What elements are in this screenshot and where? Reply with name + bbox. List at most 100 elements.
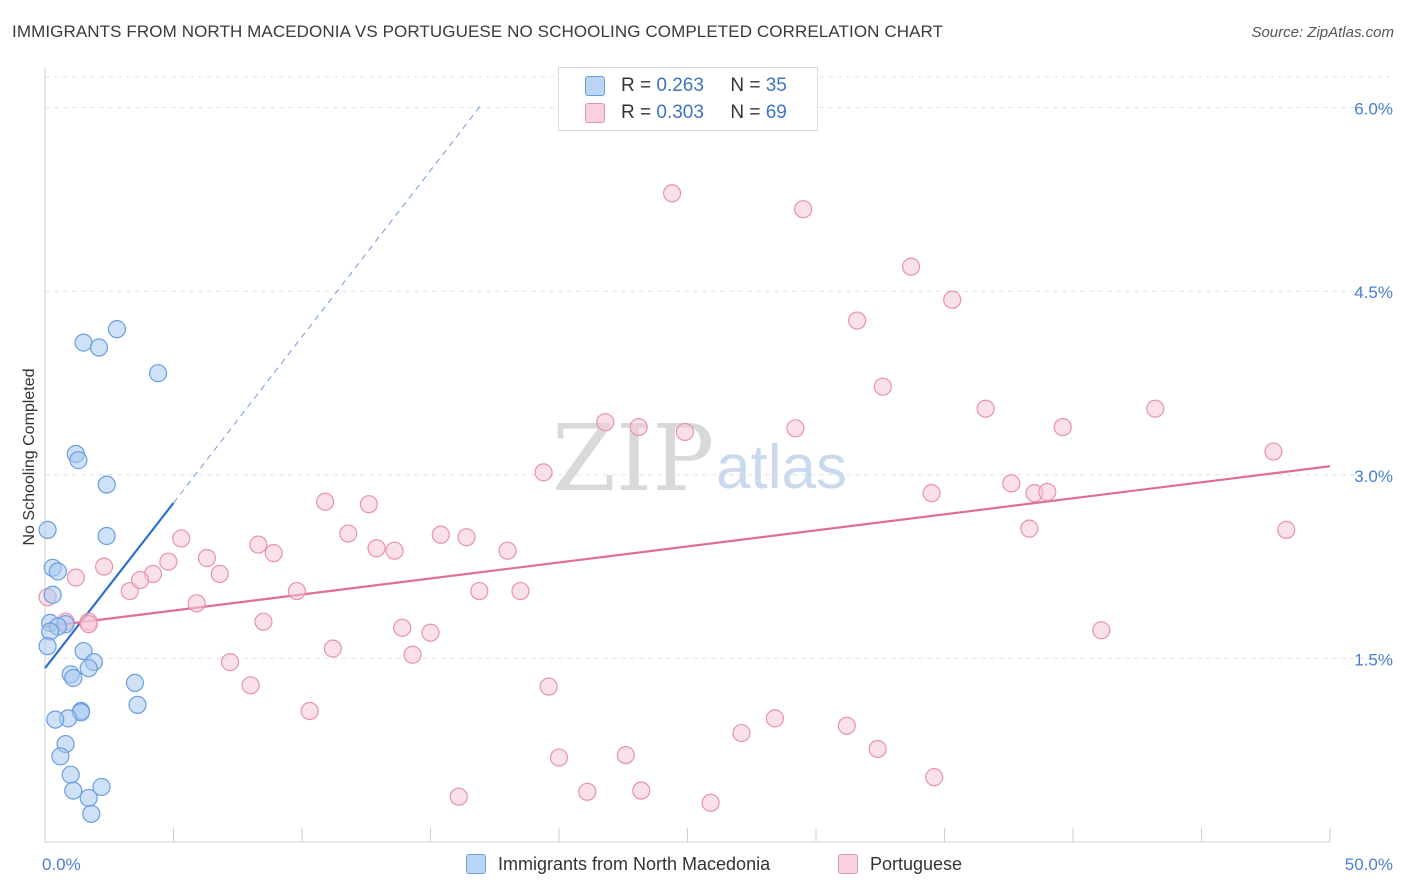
bottom-legend-swatch-series2 bbox=[838, 854, 858, 874]
y-axis-label: No Schooling Completed bbox=[21, 369, 38, 546]
legend-r-value-series2: 0.303 bbox=[656, 102, 704, 123]
point-portuguese bbox=[287, 581, 306, 601]
point-portuguese bbox=[1002, 474, 1021, 493]
trend-line-north-macedonia bbox=[44, 502, 175, 669]
point-portuguese bbox=[662, 184, 682, 203]
point-portuguese bbox=[187, 594, 206, 613]
point-portuguese bbox=[632, 781, 651, 800]
grid-lines bbox=[45, 76, 1390, 659]
point-portuguese bbox=[210, 564, 229, 584]
point-portuguese bbox=[421, 623, 440, 642]
point-portuguese bbox=[925, 768, 944, 787]
point-portuguese bbox=[431, 525, 450, 544]
point-north-macedonia bbox=[41, 622, 60, 641]
point-portuguese bbox=[367, 539, 386, 558]
point-portuguese bbox=[901, 257, 921, 276]
x-tick-label: 0.0% bbox=[42, 855, 81, 874]
point-north-macedonia bbox=[82, 804, 101, 823]
data-points bbox=[38, 184, 1296, 823]
y-tick-label: 4.5% bbox=[1354, 283, 1393, 302]
point-portuguese bbox=[249, 535, 268, 554]
point-north-macedonia bbox=[79, 788, 98, 808]
point-portuguese bbox=[837, 716, 856, 735]
point-portuguese bbox=[385, 541, 404, 560]
bottom-legend-label-series1: Immigrants from North Macedonia bbox=[498, 853, 771, 874]
point-portuguese bbox=[130, 570, 150, 590]
point-portuguese bbox=[868, 739, 887, 759]
point-north-macedonia bbox=[61, 765, 80, 784]
point-portuguese bbox=[1092, 621, 1111, 640]
point-north-macedonia bbox=[38, 520, 57, 539]
point-portuguese bbox=[254, 612, 273, 631]
trend-line-portuguese bbox=[44, 465, 1331, 628]
point-portuguese bbox=[1146, 399, 1165, 418]
point-portuguese bbox=[578, 782, 597, 801]
legend-n-value-series2: 69 bbox=[765, 102, 787, 123]
point-portuguese bbox=[596, 413, 615, 432]
point-north-macedonia bbox=[46, 710, 65, 729]
point-portuguese bbox=[786, 419, 805, 438]
point-portuguese bbox=[220, 652, 240, 672]
trend-lines bbox=[44, 103, 1331, 669]
point-portuguese bbox=[393, 618, 412, 637]
point-north-macedonia bbox=[79, 659, 98, 678]
point-portuguese bbox=[873, 377, 892, 396]
point-portuguese bbox=[1277, 520, 1296, 539]
point-portuguese bbox=[629, 417, 648, 437]
bottom-legend-series2: Portuguese bbox=[838, 852, 962, 876]
point-portuguese bbox=[1053, 417, 1072, 437]
point-portuguese bbox=[457, 528, 476, 547]
point-portuguese bbox=[316, 492, 335, 511]
axis-ticks: 1.5% 3.0% 4.5% 6.0% 0.0% 50.0% bbox=[42, 100, 1393, 874]
point-portuguese bbox=[79, 615, 98, 634]
legend-n-label: N = bbox=[730, 102, 761, 123]
legend-swatch-series2 bbox=[585, 103, 605, 123]
correlation-legend: R = 0.263 N = 35 R = 0.303 N = 69 bbox=[558, 67, 818, 131]
y-tick-label: 6.0% bbox=[1354, 100, 1393, 119]
point-portuguese bbox=[323, 639, 342, 658]
point-portuguese bbox=[339, 524, 358, 543]
point-north-macedonia bbox=[89, 338, 109, 357]
point-portuguese bbox=[66, 568, 85, 587]
point-portuguese bbox=[359, 495, 378, 514]
axes bbox=[44, 68, 1331, 843]
point-portuguese bbox=[159, 552, 178, 571]
point-north-macedonia bbox=[74, 333, 93, 352]
y-tick-label: 3.0% bbox=[1354, 467, 1393, 486]
bottom-legend-series1: Immigrants from North Macedonia bbox=[466, 852, 770, 876]
legend-text-series2: R = 0.303 N = 69 bbox=[621, 102, 787, 124]
point-portuguese bbox=[534, 463, 553, 482]
point-north-macedonia bbox=[43, 585, 62, 604]
point-north-macedonia bbox=[125, 673, 145, 692]
point-portuguese bbox=[449, 787, 468, 806]
point-portuguese bbox=[498, 541, 517, 560]
legend-n-value-series1: 35 bbox=[765, 75, 787, 96]
point-portuguese bbox=[264, 544, 283, 563]
point-portuguese bbox=[470, 581, 489, 601]
point-portuguese bbox=[511, 581, 530, 601]
point-portuguese bbox=[300, 701, 319, 721]
point-portuguese bbox=[1020, 519, 1039, 538]
x-tick-label: 50.0% bbox=[1345, 855, 1393, 874]
point-portuguese bbox=[197, 548, 217, 568]
legend-swatch-series1 bbox=[585, 76, 605, 96]
legend-r-label: R = bbox=[621, 102, 652, 123]
point-portuguese bbox=[701, 793, 720, 812]
chart-title: IMMIGRANTS FROM NORTH MACEDONIA VS PORTU… bbox=[12, 22, 944, 41]
point-north-macedonia bbox=[48, 562, 67, 581]
point-portuguese bbox=[675, 422, 695, 442]
point-portuguese bbox=[765, 709, 784, 728]
point-north-macedonia bbox=[51, 747, 70, 766]
point-north-macedonia bbox=[128, 695, 147, 715]
point-portuguese bbox=[1038, 482, 1057, 502]
bottom-legend-label-series2: Portuguese bbox=[870, 853, 963, 874]
point-portuguese bbox=[922, 484, 941, 503]
legend-n-label: N = bbox=[730, 75, 761, 96]
trend-line-north-macedonia-extension bbox=[173, 103, 483, 504]
watermark-atlas: atlas bbox=[716, 433, 847, 502]
source-label: Source: ZipAtlas.com bbox=[1251, 24, 1394, 41]
point-portuguese bbox=[1264, 442, 1283, 461]
point-portuguese bbox=[172, 529, 191, 548]
point-north-macedonia bbox=[69, 451, 88, 470]
